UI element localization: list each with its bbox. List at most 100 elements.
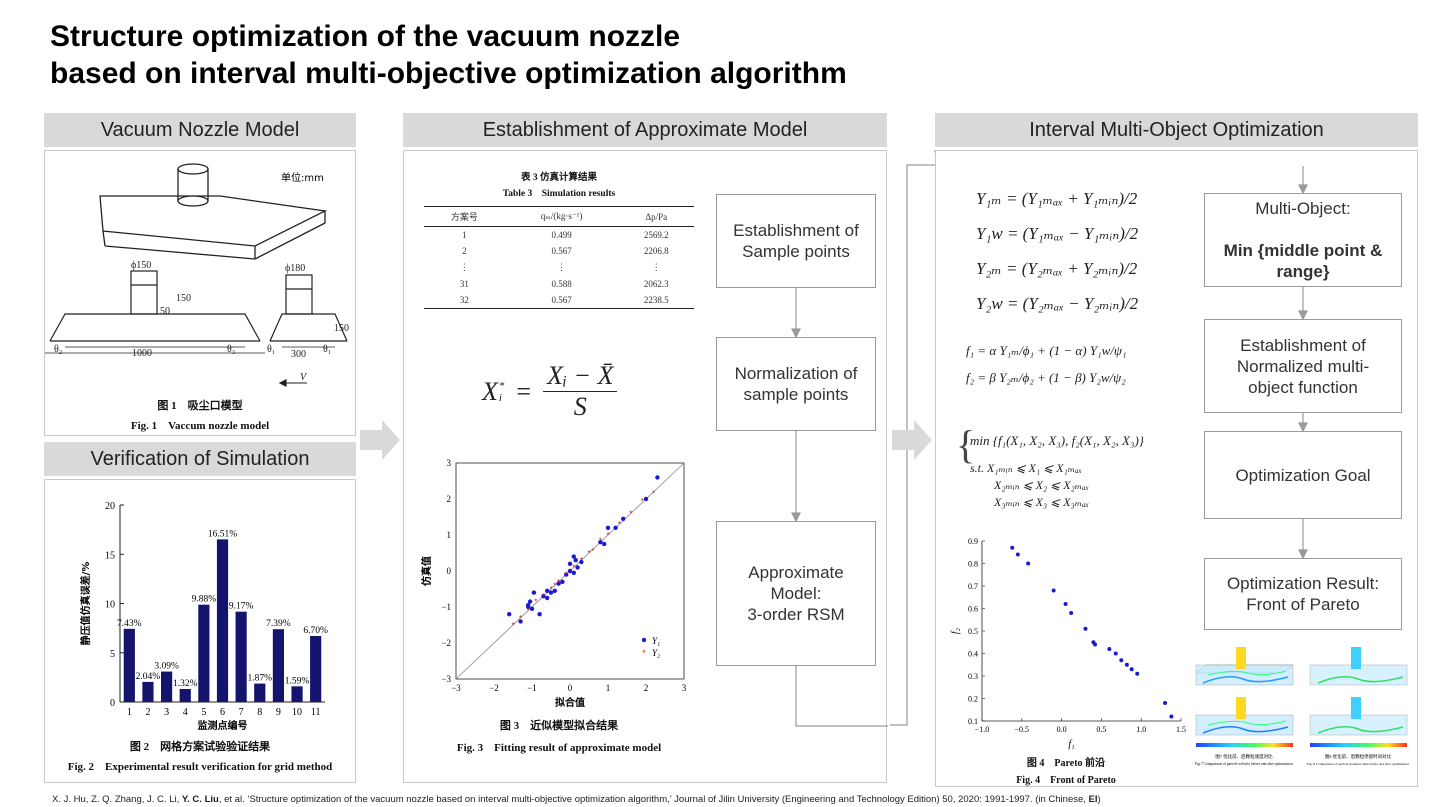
title-line-1: Structure optimization of the vacuum noz… bbox=[50, 20, 681, 53]
table-cell: 2 bbox=[462, 246, 467, 256]
eq-y2w: Y₂w = (Y₂ₘₐₓ − Y₂ₘᵢₙ)/2 bbox=[976, 294, 1139, 313]
y1-point bbox=[655, 475, 660, 480]
brace: { bbox=[956, 422, 976, 467]
y1-point bbox=[573, 558, 578, 563]
approx-panel: 表 3 仿真计算结果 Table 3 Simulation results 方案… bbox=[403, 150, 888, 783]
y-tick-label: −3 bbox=[441, 674, 451, 684]
x-tick-label: −1 bbox=[527, 683, 537, 693]
section-header-interval: Interval Multi-Object Optimization bbox=[935, 113, 1418, 147]
formula-numerator: Xᵢ − X̄ bbox=[543, 361, 618, 392]
y-tick-label: 0.5 bbox=[968, 627, 978, 636]
bar bbox=[198, 604, 210, 702]
pareto-point bbox=[1113, 651, 1118, 656]
y1-point bbox=[605, 525, 611, 530]
bar bbox=[310, 636, 322, 702]
step-normalization: Normalization of sample points bbox=[716, 337, 876, 431]
citation-author-bold: Y. C. Liu bbox=[181, 794, 219, 805]
fig4-caption-en: Fig. 4 Front of Pareto bbox=[1016, 775, 1116, 786]
table-cell: 0.588 bbox=[551, 279, 572, 289]
x-tick-label: 8 bbox=[257, 707, 262, 718]
bar bbox=[216, 539, 229, 702]
y1-point bbox=[518, 619, 523, 624]
legend-y2-marker: * bbox=[642, 648, 646, 658]
x-tick-label: 0.0 bbox=[1057, 725, 1067, 734]
table-cell: ⋮ bbox=[557, 262, 567, 272]
y2-point: * bbox=[629, 509, 632, 518]
pareto-point bbox=[1069, 611, 1074, 615]
y2-point: * bbox=[572, 563, 575, 572]
table-cell: 0.499 bbox=[551, 230, 572, 240]
y2-point: * bbox=[553, 581, 556, 590]
nozzle-drawing: 单位:mm ϕ150 ϕ180 150 50 150 1000 3 bbox=[45, 163, 349, 387]
y-tick-label: 0.6 bbox=[968, 605, 978, 614]
pareto-point bbox=[1135, 671, 1140, 676]
y1-point bbox=[507, 612, 512, 617]
table-row: ⋮ ⋮ ⋮ bbox=[424, 259, 694, 276]
bar-label: 2.04% bbox=[136, 672, 161, 682]
pareto-point bbox=[1169, 714, 1174, 719]
y-tick-label: 0 bbox=[447, 566, 452, 576]
fig8-caption-cn: 图8 优化前、后颗粒停留时间对比 bbox=[1325, 753, 1392, 760]
svg-text:θ₁: θ₁ bbox=[323, 344, 331, 355]
x-tick-label: 2 bbox=[145, 707, 150, 718]
x-tick-label: 0 bbox=[568, 683, 573, 693]
table-cell: 1 bbox=[462, 230, 467, 240]
cfd-velocity-before bbox=[1195, 647, 1294, 686]
y-tick-label: 20 bbox=[105, 501, 115, 512]
y1-point bbox=[575, 565, 580, 570]
cfd-velocity-after bbox=[1195, 697, 1294, 736]
fig7-caption-cn: 图7 优化前、后颗粒速度对比 bbox=[1215, 753, 1273, 760]
y1-point bbox=[571, 554, 576, 559]
step-multi-object: Multi-Object: Min {middle point & range} bbox=[1204, 193, 1402, 287]
fig4-caption-cn: 图 4 Pareto 前沿 bbox=[1026, 758, 1106, 769]
citation-prefix: X. J. Hu, Z. Q. Zhang, J. C. Li, bbox=[52, 794, 182, 805]
y2-point: * bbox=[591, 547, 594, 556]
table-row: 2 0.567 2206.8 bbox=[424, 243, 694, 259]
x-tick-label: −3 bbox=[451, 683, 461, 693]
citation-footer: X. J. Hu, Z. Q. Zhang, J. C. Li, Y. C. L… bbox=[52, 794, 1101, 805]
y-tick-label: 0.3 bbox=[968, 672, 978, 681]
svg-text:θ₂: θ₂ bbox=[54, 344, 62, 355]
flow-arrow-2 bbox=[892, 420, 932, 460]
y2-point: * bbox=[606, 531, 609, 540]
normalization-formula: X * i = Xᵢ − X̄ S bbox=[482, 361, 618, 422]
pareto-point bbox=[1093, 642, 1098, 647]
table-row: 1 0.499 2569.2 bbox=[424, 227, 694, 244]
plot-frame bbox=[455, 462, 685, 680]
table-cell: 32 bbox=[424, 292, 505, 309]
cfd-residence-after bbox=[1309, 697, 1408, 736]
fig3-caption-en: Fig. 3 Fitting result of approximate mod… bbox=[456, 742, 662, 754]
unit-label: 单位:mm bbox=[281, 171, 324, 184]
y2-point: * bbox=[527, 607, 530, 616]
fig2-caption-cn: 图 2 网格方案试验验证结果 bbox=[129, 741, 271, 753]
y1-point bbox=[564, 572, 569, 577]
x-tick-label: −0.5 bbox=[1015, 725, 1030, 734]
table-cell: 2206.8 bbox=[643, 246, 669, 256]
y1-point bbox=[556, 581, 561, 586]
y1-point bbox=[527, 599, 533, 604]
multi-object-line2: Min {middle point & range} bbox=[1223, 241, 1383, 281]
y-axis-label: 静压值仿真误差/% bbox=[79, 562, 92, 646]
y1-point bbox=[541, 594, 546, 599]
table-header: Δp/Pa bbox=[618, 206, 694, 227]
svg-text:ϕ180: ϕ180 bbox=[285, 263, 305, 274]
eq-st3: X₃ₘᵢₙ ⩽ X₃ ⩽ X₃ₘₐₓ bbox=[994, 495, 1090, 509]
x-axis-label: f₁ bbox=[1068, 739, 1074, 750]
fig1-caption-en: Fig. 1 Vaccum nozzle model bbox=[130, 420, 270, 432]
y-axis-label: 仿真值 bbox=[420, 556, 433, 586]
x-tick-label: 11 bbox=[311, 707, 321, 718]
svg-text:150: 150 bbox=[334, 323, 349, 334]
table3-title-cn: 表 3 仿真计算结果 bbox=[520, 173, 597, 183]
y2-point: * bbox=[557, 578, 560, 587]
eq-y1m: Y₁ₘ = (Y₁ₘₐₓ + Y₁ₘᵢₙ)/2 bbox=[976, 189, 1138, 208]
x-tick-label: 1.0 bbox=[1136, 725, 1146, 734]
legend-y1-label: Y₁ bbox=[652, 636, 660, 646]
x-tick-label: 2 bbox=[644, 683, 649, 693]
eq-f2: f₂ = β Y₂ₘ/ϕ₂ + (1 − β) Y₂w/ψ₂ bbox=[966, 370, 1126, 385]
y1-point bbox=[526, 603, 531, 608]
y-tick-label: −1 bbox=[441, 602, 451, 612]
residence-colorbar bbox=[1310, 743, 1407, 747]
y-tick-label: 10 bbox=[105, 600, 115, 611]
table-cell: 31 bbox=[459, 279, 469, 289]
velocity-colorbar bbox=[1196, 743, 1293, 747]
